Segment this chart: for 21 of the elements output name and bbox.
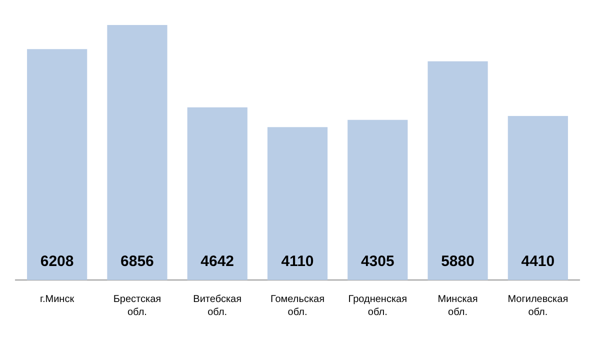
x-tick-label: Гродненская обл. — [348, 294, 408, 318]
bar — [267, 127, 328, 280]
bar — [508, 116, 568, 280]
x-tick-label: Витебская обл. — [193, 294, 242, 318]
bar — [348, 120, 408, 280]
data-label: 6856 — [120, 253, 154, 270]
x-tick-label: Минская обл. — [438, 294, 478, 318]
x-tick-label: Брестская обл. — [113, 294, 162, 318]
data-label: 4305 — [360, 253, 394, 270]
bar — [428, 61, 488, 280]
bar — [107, 25, 168, 280]
data-label: 4410 — [521, 253, 555, 270]
x-tick-label: Могилевская обл. — [508, 294, 568, 318]
data-label: 4642 — [200, 253, 234, 270]
data-label: 6208 — [40, 253, 74, 270]
data-label: 4110 — [281, 253, 314, 270]
bar — [27, 49, 88, 280]
x-tick-label: г.Минск — [40, 294, 75, 305]
x-tick-label: Гомельская обл. — [270, 294, 325, 318]
bar — [187, 107, 248, 280]
data-label: 5880 — [441, 253, 474, 270]
